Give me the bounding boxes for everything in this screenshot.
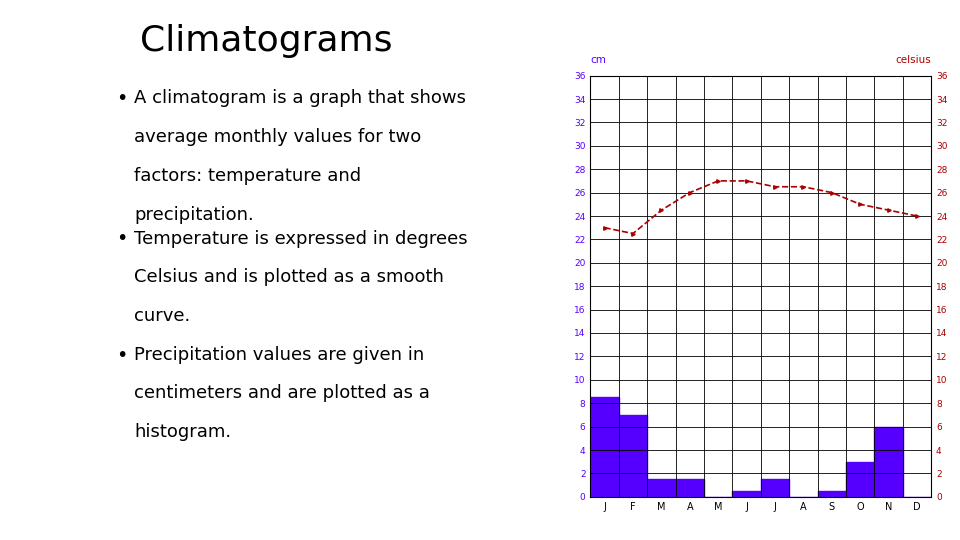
- Text: •: •: [116, 89, 128, 108]
- Text: Climatograms: Climatograms: [140, 24, 393, 58]
- Text: average monthly values for two: average monthly values for two: [134, 128, 421, 146]
- Bar: [818, 491, 846, 497]
- Bar: [619, 415, 647, 497]
- Text: cm: cm: [590, 55, 607, 65]
- Text: histogram.: histogram.: [134, 423, 231, 441]
- Bar: [846, 462, 875, 497]
- Text: A climatogram is a graph that shows: A climatogram is a graph that shows: [134, 89, 466, 107]
- Text: factors: temperature and: factors: temperature and: [134, 167, 361, 185]
- Bar: [647, 480, 676, 497]
- Bar: [732, 491, 760, 497]
- Text: •: •: [116, 346, 128, 365]
- Text: curve.: curve.: [134, 307, 190, 325]
- Bar: [676, 480, 704, 497]
- Text: centimeters and are plotted as a: centimeters and are plotted as a: [134, 384, 430, 402]
- Text: Celsius and is plotted as a smooth: Celsius and is plotted as a smooth: [134, 268, 444, 286]
- Text: Temperature is expressed in degrees: Temperature is expressed in degrees: [134, 230, 468, 247]
- Bar: [590, 397, 619, 497]
- Text: Precipitation values are given in: Precipitation values are given in: [134, 346, 424, 363]
- Text: celsius: celsius: [896, 55, 931, 65]
- Bar: [760, 480, 789, 497]
- Text: •: •: [116, 230, 128, 248]
- Bar: [875, 427, 902, 497]
- Text: precipitation.: precipitation.: [134, 206, 253, 224]
